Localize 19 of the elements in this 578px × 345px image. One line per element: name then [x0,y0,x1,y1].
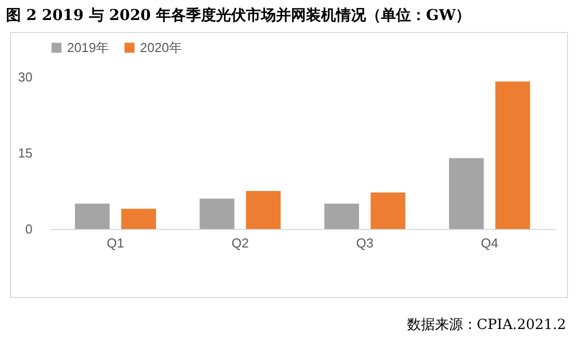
source-note: 数据来源：CPIA.2021.2 [406,316,566,334]
bar [324,204,360,229]
legend-label: 2019年 [67,40,109,55]
x-tick-label: Q4 [480,236,498,250]
bar [370,192,406,229]
chart-title: 图 2 2019 与 2020 年各季度光伏市场并网装机情况（单位：GW） [6,6,471,25]
x-tick-label: Q1 [106,236,124,250]
x-tick-label: Q2 [231,236,249,250]
bar [74,204,110,229]
x-tick-label: Q3 [356,236,374,250]
bar [200,198,234,229]
legend-label: 2020年 [140,40,182,55]
bar [121,208,156,229]
bar [246,191,281,229]
bar [449,158,484,229]
y-tick-label: 0 [25,222,32,236]
bar [495,82,530,229]
y-tick-label: 15 [18,146,32,160]
y-tick-label: 30 [18,70,32,84]
